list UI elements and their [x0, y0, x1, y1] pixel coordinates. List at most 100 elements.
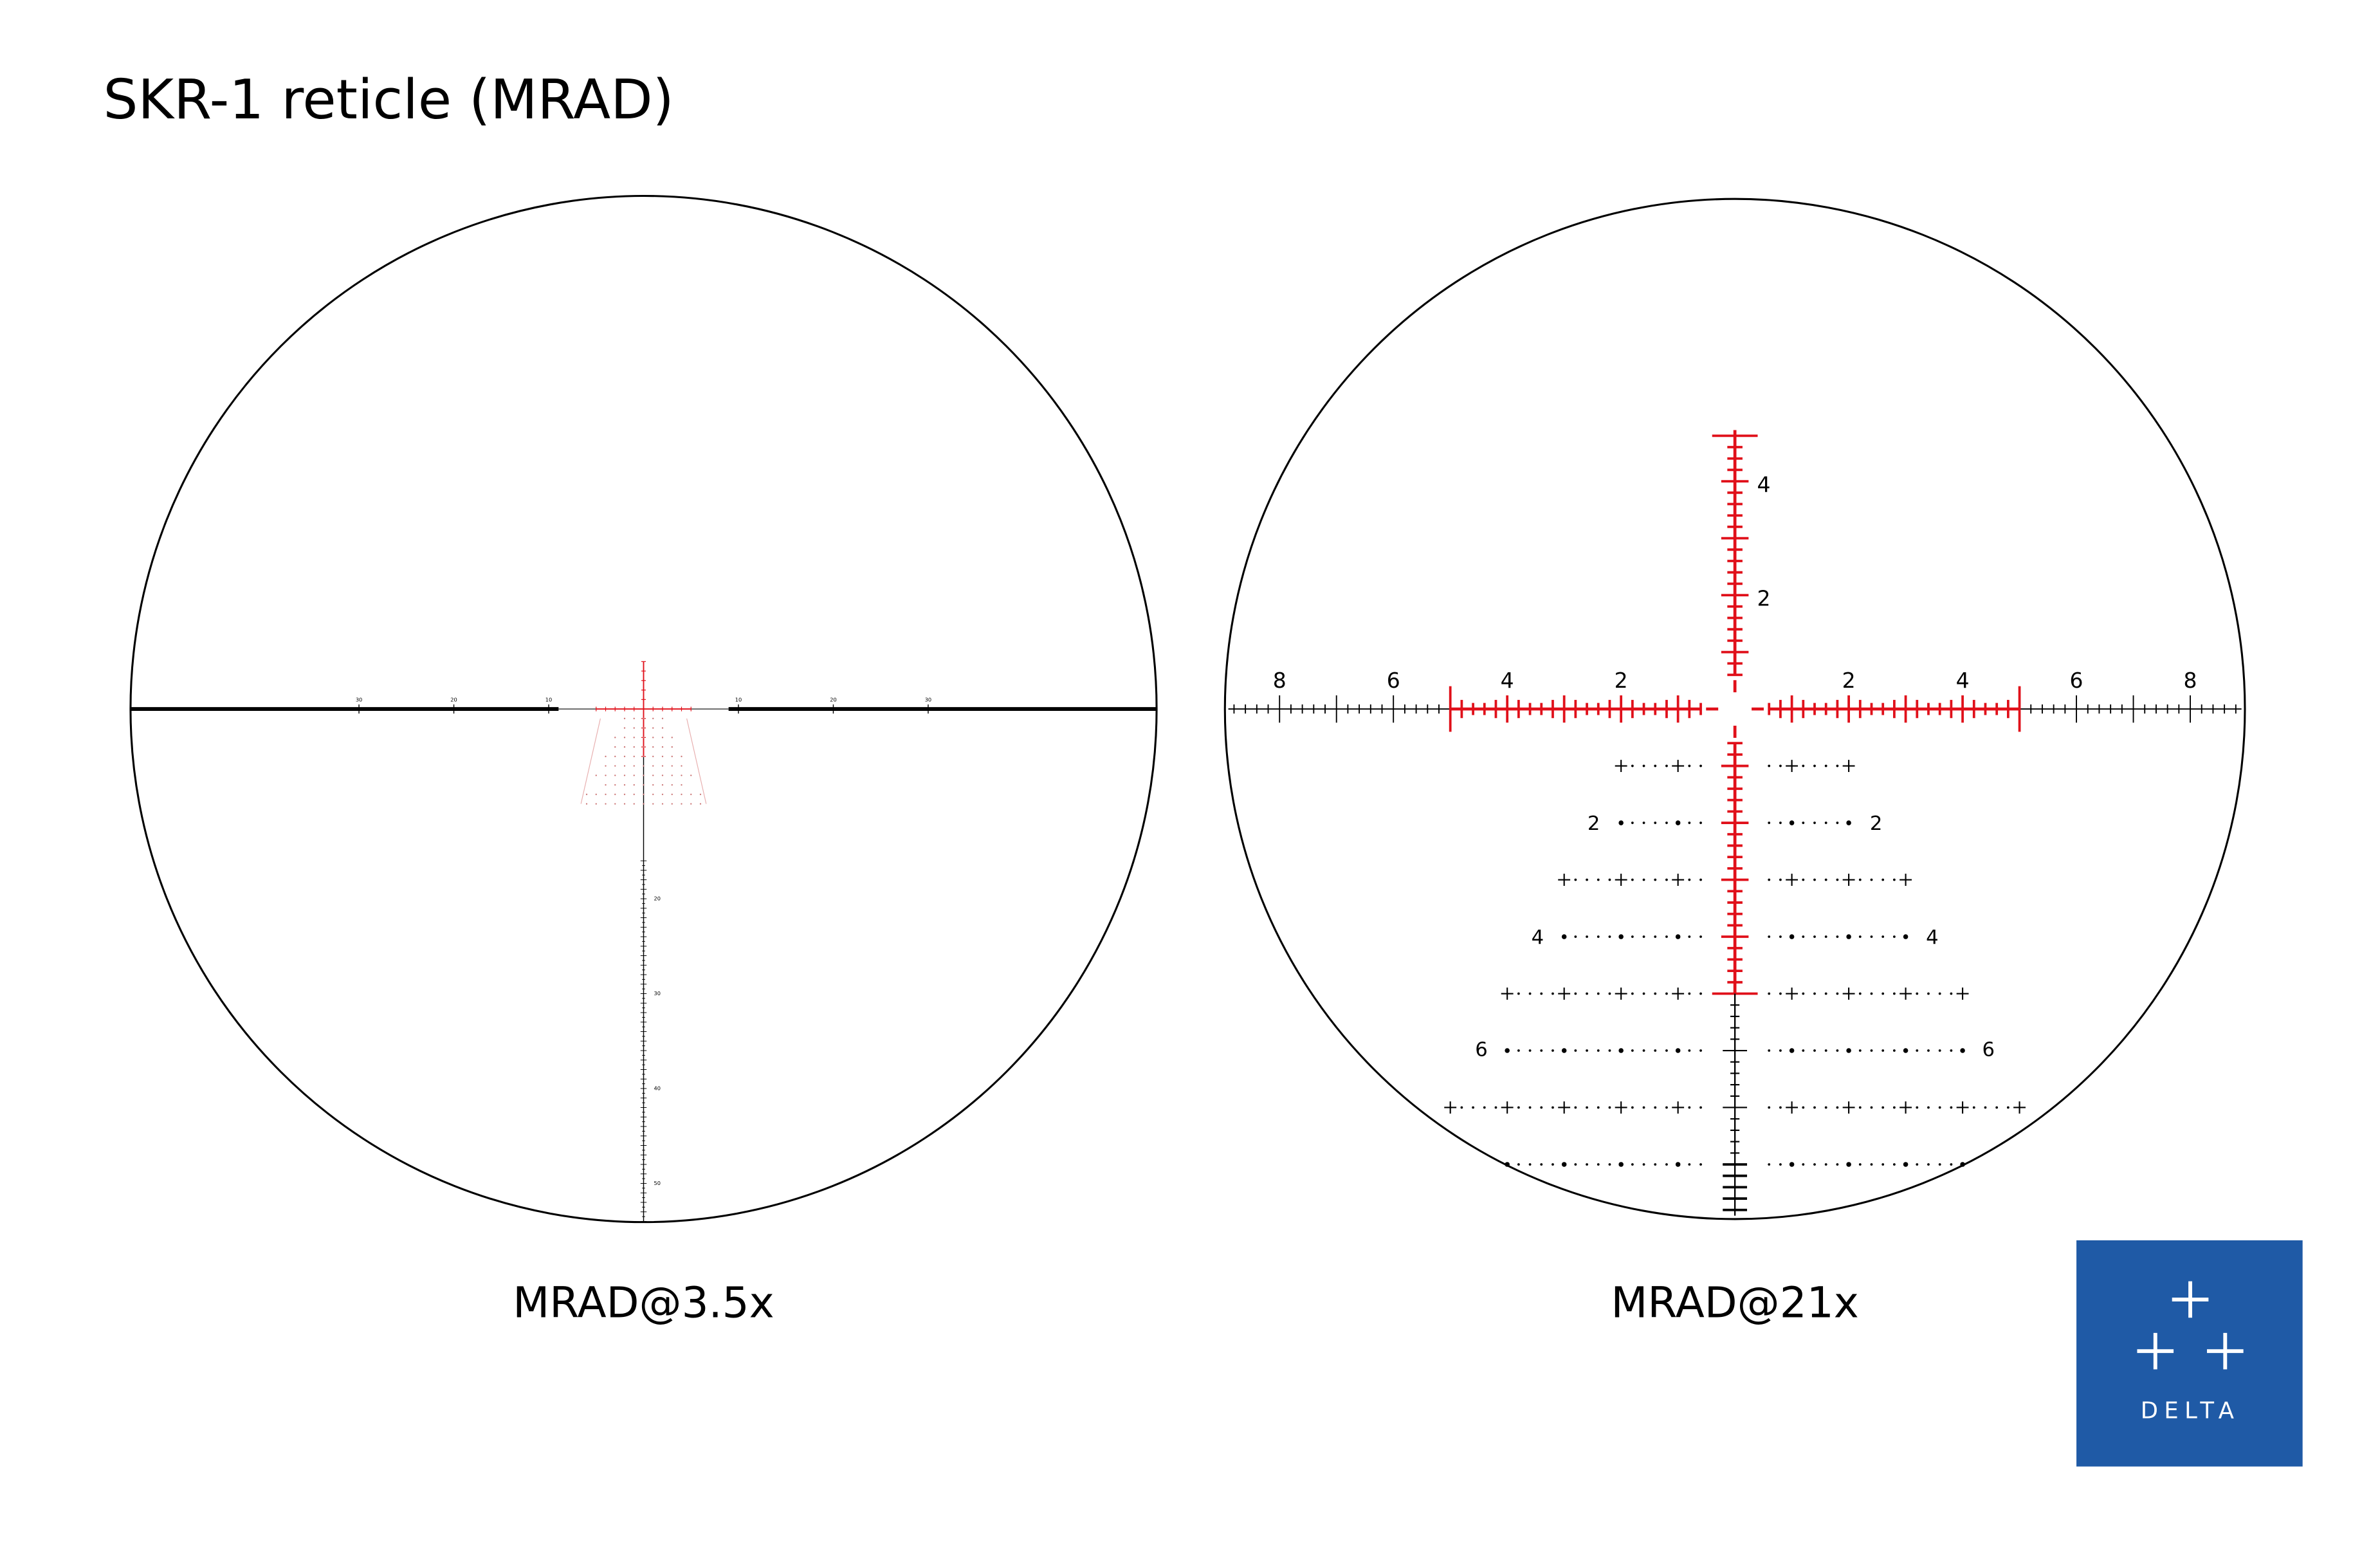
holdover-dot — [1608, 935, 1611, 938]
holdover-dot — [1870, 1163, 1873, 1166]
holdover-dot — [643, 727, 645, 729]
holdover-dot — [1938, 1163, 1941, 1166]
holdover-dot — [605, 765, 607, 767]
holdover-dot — [1688, 764, 1691, 767]
holdover-dot — [1586, 992, 1588, 995]
holdover-dot — [585, 793, 588, 795]
holdover-dot — [643, 793, 645, 795]
scale-label: 20 — [830, 696, 837, 703]
holdover-dot — [661, 746, 664, 748]
holdover-dot — [1950, 1163, 1953, 1166]
holdover-dot — [1654, 935, 1657, 938]
holdover-dot — [1802, 992, 1805, 995]
holdover-dot — [1870, 878, 1873, 881]
holdover-dot — [671, 746, 673, 748]
holdover-dot — [623, 784, 626, 786]
holdover-dot — [681, 765, 682, 767]
holdover-dot — [652, 727, 654, 729]
holdover-dot — [1631, 1163, 1634, 1166]
holdover-dot — [2006, 1106, 2009, 1109]
holdover-dot — [1688, 822, 1691, 824]
holdover-dot — [661, 784, 664, 786]
holdover-dot — [652, 765, 654, 767]
holdover-dot — [1631, 1106, 1634, 1109]
holdover-dot — [1836, 935, 1839, 938]
holdover-dot — [1642, 878, 1645, 881]
holdover-dot — [1654, 764, 1657, 767]
holdover-dot — [1561, 1162, 1567, 1167]
holdover-dot — [643, 717, 645, 720]
holdover-dot — [1642, 935, 1645, 938]
holdover-dot — [1789, 1162, 1795, 1167]
holdover-dot — [1608, 1163, 1611, 1166]
holdover-dot — [643, 775, 645, 777]
holdover-dot — [661, 727, 664, 729]
holdover-dot — [1846, 1162, 1851, 1167]
holdover-dot — [1665, 878, 1668, 881]
holdover-dot — [1950, 992, 1953, 995]
caption: MRAD@21x — [1611, 1278, 1859, 1327]
holdover-dot — [1893, 1049, 1896, 1052]
holdover-dot — [1927, 1106, 1930, 1109]
holdover-dot — [1824, 822, 1827, 824]
holdover-dot — [690, 793, 692, 795]
holdover-dot — [1552, 1163, 1554, 1166]
holdover-dot — [1789, 934, 1795, 939]
holdover-dot — [1881, 935, 1885, 938]
holdover-dot — [1916, 1163, 1919, 1166]
holdover-dot — [1642, 822, 1645, 824]
holdover-dot — [633, 727, 635, 729]
holdover-dot — [1517, 1163, 1520, 1166]
holdover-dot — [681, 784, 682, 786]
holdover-dot — [1618, 820, 1624, 825]
holdover-edge — [580, 718, 601, 804]
holdover-dot — [1631, 822, 1634, 824]
holdover-dot — [1813, 1106, 1816, 1109]
holdover-dot — [1858, 1163, 1862, 1166]
holdover-dot — [595, 793, 597, 795]
holdover-dot — [605, 755, 607, 757]
holdover-dot — [623, 755, 626, 757]
holdover-dot — [1836, 992, 1839, 995]
holdover-dot — [1768, 1163, 1771, 1166]
holdover-dot — [1779, 935, 1782, 938]
holdover-label: 6 — [1475, 1039, 1488, 1062]
holdover-dot — [1950, 1049, 1953, 1052]
holdover-dot — [633, 765, 635, 767]
holdover-dot — [1608, 992, 1611, 995]
holdover-dot — [1586, 1106, 1588, 1109]
holdover-dot — [1846, 934, 1851, 939]
holdover-dot — [1688, 935, 1691, 938]
holdover-dot — [1608, 1049, 1611, 1052]
holdover-dot — [1893, 935, 1896, 938]
holdover-dot — [1813, 878, 1816, 881]
holdover-dot — [1768, 1106, 1771, 1109]
title: SKR-1 reticle (MRAD) — [103, 68, 673, 132]
holdover-dot — [652, 803, 654, 805]
holdover-dot — [1654, 1163, 1657, 1166]
scale-label: 6 — [2070, 668, 2083, 693]
holdover-dot — [1779, 1049, 1782, 1052]
holdover-dot — [1642, 1049, 1645, 1052]
holdover-dot — [1916, 1106, 1919, 1109]
holdover-dot — [1665, 764, 1668, 767]
holdover-dot — [1597, 1106, 1600, 1109]
holdover-dot — [643, 737, 645, 739]
holdover-dot — [633, 737, 635, 739]
holdover-dot — [1517, 992, 1520, 995]
holdover-dot — [1916, 992, 1919, 995]
holdover-dot — [1813, 764, 1816, 767]
holdover-dot — [1631, 992, 1634, 995]
holdover-label: 2 — [1870, 813, 1883, 835]
holdover-dot — [671, 803, 673, 805]
holdover-dot — [1903, 1048, 1909, 1053]
logo-box — [2076, 1240, 2303, 1467]
holdover-dot — [652, 746, 654, 748]
holdover-dot — [1631, 1049, 1634, 1052]
holdover-dot — [1824, 1163, 1827, 1166]
holdover-dot — [1927, 992, 1930, 995]
holdover-dot — [1846, 820, 1851, 825]
holdover-dot — [671, 775, 673, 777]
holdover-dot — [1699, 1106, 1702, 1109]
holdover-dot — [1893, 992, 1896, 995]
